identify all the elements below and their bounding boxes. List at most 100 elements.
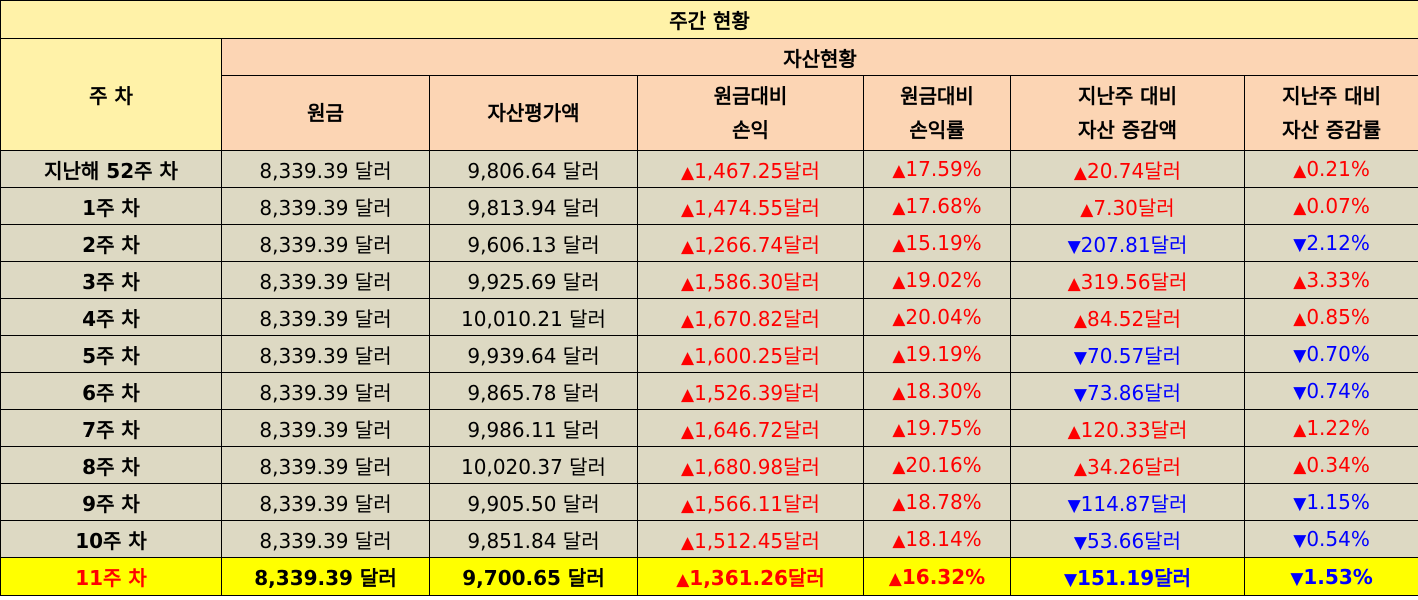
wow-rate-cell: ▼1.53%	[1243, 557, 1418, 596]
table-row: 1주 차 8,339.39 달러 9,813.94 달러 ▲1,474.55달러 ▲17…	[0, 187, 1418, 225]
asset-value-cell: 9,925.69 달러	[429, 261, 638, 299]
value-text: 17.68%	[905, 194, 982, 218]
week-column-header: 주 차	[0, 38, 222, 151]
value-text: 1,512.45달러	[694, 528, 820, 553]
principal-cell: 8,339.39 달러	[221, 261, 430, 299]
value-text: 1,586.30달러	[694, 269, 820, 294]
pl-rate-cell: ▲15.19%	[863, 224, 1011, 262]
value-text: 70.57달러	[1087, 343, 1182, 368]
triangle-up-icon: ▲	[1067, 421, 1081, 442]
table-row: 5주 차 8,339.39 달러 9,939.64 달러 ▲1,600.25달러 ▲19…	[0, 335, 1418, 373]
principal-cell: 8,339.39 달러	[221, 409, 430, 447]
asset-status-group-header: 자산현황	[220, 38, 1418, 76]
triangle-up-icon: ▲	[892, 531, 906, 551]
pl-rate-cell: ▲17.59%	[863, 150, 1011, 188]
table-row-current-week: 11주 차 8,339.39 달러 9,700.65 달러 ▲1,361.26달러 ▲1…	[0, 557, 1418, 596]
value-text: 3.33%	[1306, 268, 1370, 292]
wow-rate-cell: ▲0.07%	[1243, 187, 1418, 225]
wow-change-cell: ▼114.87달러	[1010, 483, 1245, 521]
triangle-up-icon: ▲	[1080, 199, 1094, 220]
triangle-down-icon: ▼	[1063, 570, 1078, 590]
pl-cell: ▲1,646.72달러	[637, 409, 864, 447]
value-text: 1,646.72달러	[694, 417, 820, 442]
week-cell: 4주 차	[0, 298, 222, 336]
value-text: 20.04%	[905, 305, 982, 329]
triangle-up-icon: ▲	[892, 235, 906, 255]
wow-change-cell: ▲319.56달러	[1010, 261, 1245, 299]
value-text: 84.52달러	[1087, 306, 1182, 331]
value-text: 0.21%	[1306, 157, 1370, 181]
pl-cell: ▲1,361.26달러	[637, 557, 864, 596]
week-cell: 3주 차	[0, 261, 222, 299]
pl-rate-cell: ▲19.19%	[863, 335, 1011, 373]
week-cell: 9주 차	[0, 483, 222, 521]
pl-cell: ▲1,512.45달러	[637, 520, 864, 558]
table-title: 주간 현황	[0, 0, 1418, 39]
asset-value-cell: 9,806.64 달러	[429, 150, 638, 188]
value-text: 2.12%	[1306, 231, 1370, 255]
pl-cell: ▲1,680.98달러	[637, 446, 864, 484]
value-text: 1,600.25달러	[694, 343, 820, 368]
asset-value-cell: 9,700.65 달러	[429, 557, 638, 596]
value-text: 1,467.25달러	[694, 158, 820, 183]
pl-column-header: 원금대비 손익	[637, 75, 864, 151]
wow-change-cell: ▼207.81달러	[1010, 224, 1245, 262]
pl-cell: ▲1,266.74달러	[637, 224, 864, 262]
table-row: 2주 차 8,339.39 달러 9,606.13 달러 ▲1,266.74달러 ▲15…	[0, 224, 1418, 262]
value-text: 18.78%	[905, 490, 982, 514]
triangle-up-icon: ▲	[681, 273, 695, 294]
pl-rate-cell: ▲20.04%	[863, 298, 1011, 336]
value-text: 0.74%	[1306, 379, 1370, 403]
wow-change-cell: ▼70.57달러	[1010, 335, 1245, 373]
value-text: 18.14%	[905, 527, 982, 551]
value-text: 53.66달러	[1087, 528, 1182, 553]
wow-rate-column-header: 지난주 대비 자산 증감률	[1243, 75, 1418, 151]
value-text: 1,670.82달러	[694, 306, 820, 331]
triangle-down-icon: ▼	[1293, 235, 1307, 255]
value-text: 1,474.55달러	[694, 195, 820, 220]
value-text: 151.19달러	[1077, 566, 1192, 590]
value-text: 7.30달러	[1093, 195, 1175, 220]
table-row: 6주 차 8,339.39 달러 9,865.78 달러 ▲1,526.39달러 ▲18…	[0, 372, 1418, 410]
value-text: 1,566.11달러	[694, 491, 820, 516]
value-text: 18.30%	[905, 379, 982, 403]
wow-change-cell: ▲84.52달러	[1010, 298, 1245, 336]
value-text: 34.26달러	[1087, 454, 1182, 479]
asset-value-cell: 9,865.78 달러	[429, 372, 638, 410]
triangle-up-icon: ▲	[888, 568, 902, 589]
week-cell: 7주 차	[0, 409, 222, 447]
value-text: 0.34%	[1306, 453, 1370, 477]
triangle-down-icon: ▼	[1073, 384, 1087, 405]
value-text: 0.07%	[1306, 194, 1370, 218]
value-text: 20.74달러	[1087, 158, 1182, 183]
week-cell: 10주 차	[0, 520, 222, 558]
week-cell: 11주 차	[0, 557, 222, 596]
value-text: 1,526.39달러	[694, 380, 820, 405]
value-text: 1,266.74달러	[694, 232, 820, 257]
triangle-up-icon: ▲	[681, 421, 695, 442]
week-cell: 6주 차	[0, 372, 222, 410]
triangle-up-icon: ▲	[1293, 198, 1307, 218]
pl-rate-cell: ▲19.75%	[863, 409, 1011, 447]
triangle-up-icon: ▲	[1293, 161, 1307, 181]
wow-change-cell: ▼73.86달러	[1010, 372, 1245, 410]
triangle-up-icon: ▲	[1073, 310, 1087, 331]
triangle-down-icon: ▼	[1290, 568, 1304, 589]
week-cell: 1주 차	[0, 187, 222, 225]
triangle-up-icon: ▲	[681, 162, 695, 183]
value-text: 1.22%	[1306, 416, 1370, 440]
value-text: 20.16%	[905, 453, 982, 477]
table-row: 3주 차 8,339.39 달러 9,925.69 달러 ▲1,586.30달러 ▲19…	[0, 261, 1418, 299]
value-text: 15.19%	[905, 231, 982, 255]
triangle-up-icon: ▲	[892, 161, 906, 181]
value-text: 17.59%	[905, 157, 982, 181]
triangle-up-icon: ▲	[892, 457, 906, 477]
pl-cell: ▲1,600.25달러	[637, 335, 864, 373]
value-text: 0.54%	[1306, 527, 1370, 551]
pl-cell: ▲1,670.82달러	[637, 298, 864, 336]
asset-value-cell: 9,939.64 달러	[429, 335, 638, 373]
triangle-up-icon: ▲	[681, 310, 695, 331]
table-row: 4주 차 8,339.39 달러 10,010.21 달러 ▲1,670.82달러 ▲2…	[0, 298, 1418, 336]
wow-rate-cell: ▼0.70%	[1243, 335, 1418, 373]
triangle-up-icon: ▲	[676, 570, 690, 590]
